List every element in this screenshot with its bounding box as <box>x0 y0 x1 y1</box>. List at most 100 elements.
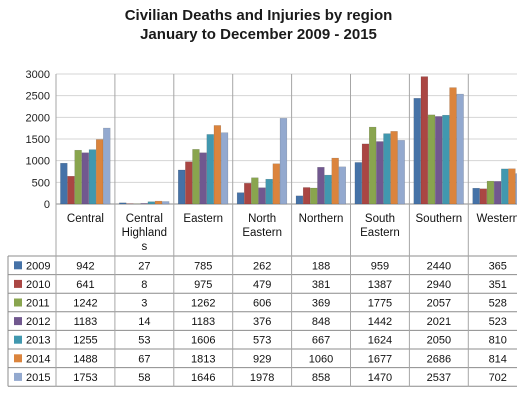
bar-2015 <box>279 118 288 205</box>
bar-2012 <box>317 167 325 205</box>
bar-2012 <box>435 116 443 205</box>
y-tick-label: 1000 <box>26 156 50 168</box>
data-table-cell: 1255 <box>73 335 97 347</box>
data-table-cell: 1813 <box>191 353 215 365</box>
bar-2012 <box>493 181 502 205</box>
data-table-cell: 27 <box>138 260 150 272</box>
data-table-cell: 3 <box>141 298 147 310</box>
bar-2012 <box>140 203 148 205</box>
bar-2013 <box>265 178 273 205</box>
data-table-cell: 702 <box>489 372 507 384</box>
data-table-cell: 58 <box>138 372 150 384</box>
data-table-cell: 188 <box>312 260 330 272</box>
bar-2011 <box>427 114 436 205</box>
bar-2014 <box>449 87 457 205</box>
bar-2012 <box>81 152 89 205</box>
legend-label: 2011 <box>26 298 50 310</box>
data-table-cell: 667 <box>312 335 330 347</box>
bar-2012 <box>199 152 207 205</box>
data-table-cell: 848 <box>312 316 330 328</box>
chart-subtitle: January to December 2009 - 2015 <box>140 26 377 43</box>
data-table-cell: 606 <box>253 298 271 310</box>
y-tick-label: 0 <box>44 199 50 211</box>
bar-2009 <box>178 169 186 205</box>
category-label: North <box>248 213 276 225</box>
data-table-cell: 975 <box>194 279 212 291</box>
bar-2015 <box>103 127 111 205</box>
legend-swatch-2015 <box>14 372 22 381</box>
legend-label: 2009 <box>26 260 50 272</box>
bar-2013 <box>383 133 391 205</box>
data-table-cell: 942 <box>76 260 94 272</box>
category-label: Southern <box>416 213 463 225</box>
data-table-cell: 523 <box>489 316 507 328</box>
data-table-cell: 1262 <box>191 298 215 310</box>
bar-2011 <box>310 187 318 205</box>
category-label: Western <box>476 213 517 225</box>
legend-label: 2010 <box>26 279 50 291</box>
data-table-cell: 785 <box>194 260 212 272</box>
bar-2014 <box>508 168 516 205</box>
legend-label: 2013 <box>26 335 50 347</box>
bar-2009 <box>413 98 421 205</box>
data-table-cell: 381 <box>312 279 330 291</box>
bar-2015 <box>456 93 464 205</box>
y-tick-label: 500 <box>32 177 50 189</box>
bar-2011 <box>486 180 495 205</box>
bar-2010 <box>244 183 252 205</box>
data-table-cell: 1183 <box>191 316 215 328</box>
legend-label: 2012 <box>26 316 50 328</box>
y-tick-label: 3000 <box>26 69 50 81</box>
data-table-cell: 2537 <box>427 372 451 384</box>
data-table-cell: 573 <box>253 335 271 347</box>
data-table-cell: 365 <box>489 260 507 272</box>
data-table-cell: 2057 <box>427 298 451 310</box>
data-table-cell: 479 <box>253 279 271 291</box>
bar-2013 <box>501 168 509 205</box>
data-table-cell: 1978 <box>250 372 274 384</box>
legend-swatch-2014 <box>14 354 22 363</box>
chart-title-block: Civilian Deaths and Injuries by region J… <box>0 6 517 44</box>
data-table-cell: 1470 <box>368 372 392 384</box>
bar-2009 <box>60 162 68 205</box>
data-table-cell: 2686 <box>427 353 451 365</box>
data-table-cell: 1060 <box>309 353 333 365</box>
bar-2014 <box>272 163 280 205</box>
data-table-cell: 1606 <box>191 335 215 347</box>
data-table-cell: 67 <box>138 353 150 365</box>
bar-2014 <box>213 125 222 205</box>
category-label: Eastern <box>360 227 400 239</box>
data-table-cell: 641 <box>76 279 94 291</box>
bar-2013 <box>324 174 332 205</box>
data-table-cell: 1624 <box>368 335 392 347</box>
bar-2012 <box>376 141 384 205</box>
bar-2014 <box>95 139 104 205</box>
chart-title: Civilian Deaths and Injuries by region <box>124 7 393 24</box>
legend-swatch-2009 <box>14 261 22 270</box>
category-label: South <box>365 213 395 225</box>
data-table-cell: 959 <box>371 260 389 272</box>
data-table-cell: 2021 <box>427 316 451 328</box>
data-table-cell: 1677 <box>368 353 392 365</box>
bar-2009 <box>236 192 245 205</box>
bar-2011 <box>192 149 200 205</box>
category-label: Northern <box>299 213 344 225</box>
bar-2014 <box>331 157 339 205</box>
data-table-cell: 1775 <box>368 298 392 310</box>
category-label: Eastern <box>183 213 223 225</box>
bar-2010 <box>185 161 193 205</box>
bar-2009 <box>354 162 362 205</box>
data-table-cell: 1387 <box>368 279 392 291</box>
data-table-cell: 1442 <box>368 316 392 328</box>
data-table-cell: 14 <box>138 316 150 328</box>
bar-2013 <box>206 134 214 205</box>
bar-2009 <box>472 187 480 205</box>
data-table-cell: 1753 <box>73 372 97 384</box>
category-label: Eastern <box>242 227 282 239</box>
data-table-cell: 1242 <box>73 298 97 310</box>
bar-2015 <box>515 173 517 205</box>
data-table-cell: 858 <box>312 372 330 384</box>
bar-2013 <box>147 201 155 205</box>
bar-2014 <box>390 131 398 205</box>
data-table-cell: 929 <box>253 353 271 365</box>
